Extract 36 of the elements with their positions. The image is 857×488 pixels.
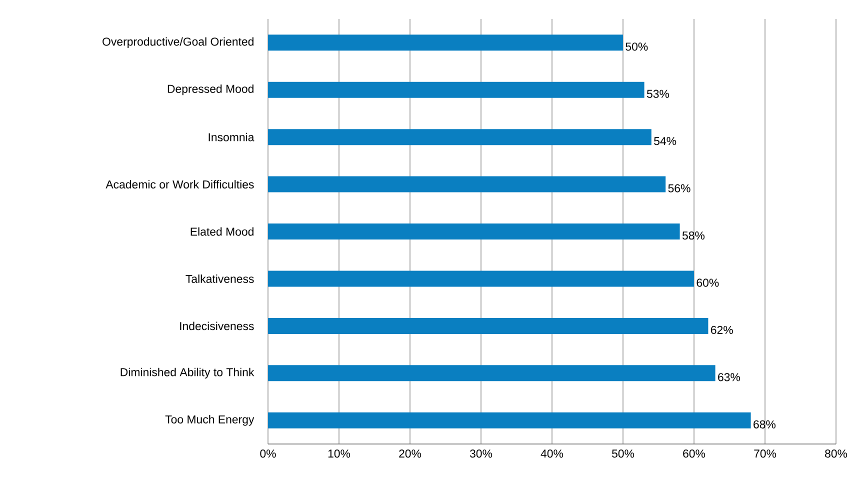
y-tick-label: Academic or Work Difficulties — [106, 180, 254, 188]
bar — [268, 129, 652, 146]
bar — [268, 270, 694, 287]
x-tick-label: 50% — [612, 450, 634, 458]
x-tick-label: 40% — [540, 450, 564, 458]
bar — [268, 412, 751, 428]
data-label: 63% — [718, 373, 740, 382]
bar — [268, 365, 716, 382]
data-label: 54% — [654, 137, 676, 146]
x-tick-label: 80% — [825, 450, 848, 458]
data-label: 60% — [696, 278, 719, 287]
data-label: 68% — [754, 420, 776, 428]
data-label: 50% — [626, 42, 648, 51]
x-tick-label: 20% — [399, 450, 422, 458]
y-tick-label: Talkativeness — [186, 274, 254, 283]
bar — [268, 224, 680, 240]
x-tick-label: 0% — [260, 450, 276, 458]
data-label: 56% — [668, 184, 690, 192]
y-tick-label: Depressed Mood — [168, 84, 254, 96]
bar — [268, 318, 708, 334]
y-tick-label: Too Much Energy — [165, 415, 254, 426]
x-tick-label: 10% — [328, 450, 350, 458]
x-tick-label: 70% — [754, 450, 776, 458]
bar — [268, 82, 644, 98]
bar — [268, 34, 624, 51]
x-tick-label: 60% — [683, 450, 706, 458]
data-label: 58% — [682, 231, 705, 240]
data-label: 62% — [710, 326, 733, 334]
y-tick-label: Insomnia — [208, 132, 254, 142]
y-tick-label: Overproductive/Goal Oriented — [102, 37, 254, 48]
y-tick-label: Elated Mood — [190, 227, 254, 236]
y-tick-label: Indecisiveness — [180, 322, 254, 330]
y-tick-label: Diminished Ability to Think — [120, 368, 254, 379]
bar — [268, 176, 666, 192]
x-tick-label: 30% — [470, 450, 492, 458]
data-label: 53% — [646, 90, 670, 98]
